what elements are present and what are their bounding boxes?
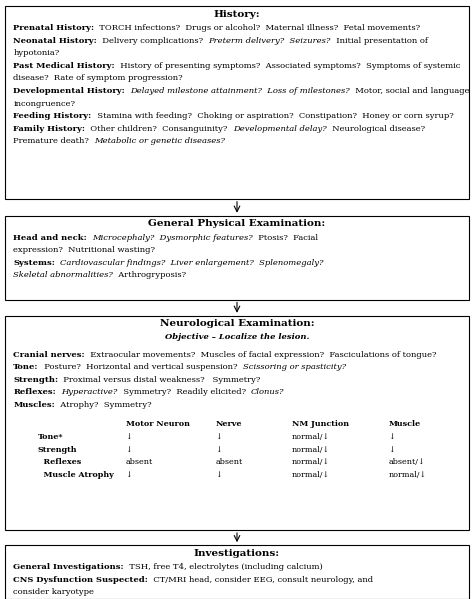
Text: Scissoring or spasticity?: Scissoring or spasticity?	[243, 363, 346, 371]
Text: Nerve: Nerve	[216, 420, 242, 428]
Text: ↓: ↓	[216, 446, 222, 453]
Text: ↓: ↓	[389, 433, 395, 441]
Text: Strength: Strength	[38, 446, 77, 453]
Text: normal/↓: normal/↓	[292, 471, 330, 479]
Text: ↓: ↓	[389, 446, 395, 453]
Text: Other children?  Consanguinity?: Other children? Consanguinity?	[85, 125, 233, 133]
Text: CT/MRI head, consider EEG, consult neurology, and: CT/MRI head, consider EEG, consult neuro…	[148, 576, 373, 584]
Text: Hyperactive?: Hyperactive?	[61, 389, 118, 397]
Text: Atrophy?  Symmetry?: Atrophy? Symmetry?	[55, 401, 152, 409]
Text: normal/↓: normal/↓	[389, 471, 427, 479]
Text: Head and neck:: Head and neck:	[13, 234, 87, 242]
Text: Symmetry?  Readily elicited?: Symmetry? Readily elicited?	[118, 389, 251, 397]
Text: Muscle Atrophy: Muscle Atrophy	[38, 471, 114, 479]
Text: Muscle: Muscle	[389, 420, 421, 428]
Text: ↓: ↓	[216, 471, 222, 479]
Bar	[5, 545, 469, 599]
Text: TORCH infections?  Drugs or alcohol?  Maternal illness?  Fetal movements?: TORCH infections? Drugs or alcohol? Mate…	[94, 24, 420, 32]
Text: absent/↓: absent/↓	[389, 458, 426, 466]
Text: Preterm delivery?  Seizures?: Preterm delivery? Seizures?	[209, 37, 331, 45]
Text: ↓: ↓	[216, 433, 222, 441]
Text: Neonatal History:: Neonatal History:	[13, 37, 97, 45]
Text: Initial presentation of: Initial presentation of	[331, 37, 428, 45]
Text: Investigations:: Investigations:	[194, 549, 280, 558]
Text: General Investigations:: General Investigations:	[13, 563, 124, 571]
Text: History:: History:	[214, 10, 260, 19]
Text: Reflexes:: Reflexes:	[13, 389, 56, 397]
Text: hypotonia?: hypotonia?	[13, 49, 60, 58]
Text: Cardiovascular findings?  Liver enlargement?  Splenomegaly?: Cardiovascular findings? Liver enlargeme…	[60, 259, 324, 267]
Text: absent: absent	[126, 458, 153, 466]
Text: Developmental delay?: Developmental delay?	[233, 125, 327, 133]
Text: absent: absent	[216, 458, 243, 466]
Text: Premature death?: Premature death?	[13, 137, 94, 146]
Text: Past Medical History:: Past Medical History:	[13, 62, 115, 70]
Text: normal/↓: normal/↓	[292, 446, 330, 453]
Text: Neurological disease?: Neurological disease?	[327, 125, 425, 133]
Bar	[5, 6, 469, 199]
Text: Cranial nerves:: Cranial nerves:	[13, 351, 85, 359]
Text: incongruence?: incongruence?	[13, 99, 75, 108]
Text: Muscles:: Muscles:	[13, 401, 55, 409]
Text: CNS Dysfunction Suspected:: CNS Dysfunction Suspected:	[13, 576, 148, 584]
Text: Microcephaly?  Dysmorphic features?: Microcephaly? Dysmorphic features?	[92, 234, 253, 242]
Text: Proximal versus distal weakness?   Symmetry?: Proximal versus distal weakness? Symmetr…	[58, 376, 261, 384]
Text: normal/↓: normal/↓	[292, 433, 330, 441]
Text: Extraocular movements?  Muscles of facial expression?  Fasciculations of tongue?: Extraocular movements? Muscles of facial…	[85, 351, 437, 359]
Text: History of presenting symptoms?  Associated symptoms?  Symptoms of systemic: History of presenting symptoms? Associat…	[115, 62, 460, 70]
Text: ↓: ↓	[126, 446, 132, 453]
Text: ↓: ↓	[126, 471, 132, 479]
Text: normal/↓: normal/↓	[292, 458, 330, 466]
Text: Systems:: Systems:	[13, 259, 55, 267]
Text: General Physical Examination:: General Physical Examination:	[148, 219, 326, 228]
Bar	[5, 316, 469, 530]
Text: Arthrogryposis?: Arthrogryposis?	[113, 271, 186, 280]
Text: consider karyotype: consider karyotype	[13, 588, 94, 597]
Bar	[5, 216, 469, 300]
Text: Objective – Localize the lesion.: Objective – Localize the lesion.	[165, 333, 309, 341]
Text: Reflexes: Reflexes	[38, 458, 81, 466]
Text: Tone*: Tone*	[38, 433, 64, 441]
Text: Tone:: Tone:	[13, 363, 39, 371]
Text: Motor Neuron: Motor Neuron	[126, 420, 190, 428]
Text: Delayed milestone attainment?  Loss of milestones?: Delayed milestone attainment? Loss of mi…	[130, 87, 350, 95]
Text: disease?  Rate of symptom progression?: disease? Rate of symptom progression?	[13, 74, 183, 83]
Text: TSH, free T4, electrolytes (including calcium): TSH, free T4, electrolytes (including ca…	[124, 563, 323, 571]
Text: Strength:: Strength:	[13, 376, 58, 384]
Text: Family History:: Family History:	[13, 125, 85, 133]
Text: Neurological Examination:: Neurological Examination:	[160, 319, 314, 328]
Text: Posture?  Horizontal and vertical suspension?: Posture? Horizontal and vertical suspens…	[39, 363, 243, 371]
Text: Skeletal abnormalities?: Skeletal abnormalities?	[13, 271, 113, 280]
Text: Clonus?: Clonus?	[251, 389, 284, 397]
Text: Prenatal History:: Prenatal History:	[13, 24, 94, 32]
Text: Developmental History:: Developmental History:	[13, 87, 125, 95]
Text: ↓: ↓	[126, 433, 132, 441]
Text: expression?  Nutritional wasting?: expression? Nutritional wasting?	[13, 246, 155, 255]
Text: Motor, social and language: Motor, social and language	[350, 87, 470, 95]
Text: NM Junction: NM Junction	[292, 420, 348, 428]
Text: Metabolic or genetic diseases?: Metabolic or genetic diseases?	[94, 137, 226, 146]
Text: Feeding History:: Feeding History:	[13, 112, 91, 120]
Text: Ptosis?  Facial: Ptosis? Facial	[253, 234, 318, 242]
Text: Delivery complications?: Delivery complications?	[97, 37, 209, 45]
Text: Stamina with feeding?  Choking or aspiration?  Constipation?  Honey or corn syru: Stamina with feeding? Choking or aspirat…	[91, 112, 453, 120]
